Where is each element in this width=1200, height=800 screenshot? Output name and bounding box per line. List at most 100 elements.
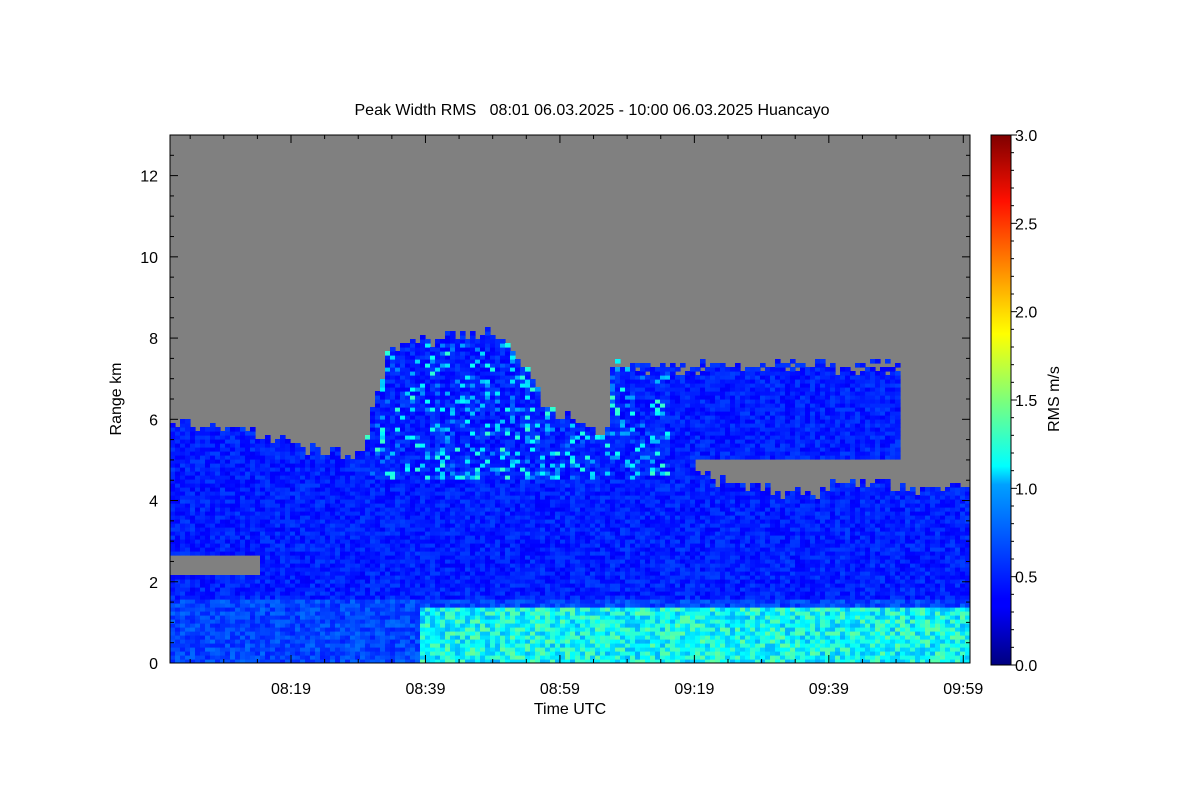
- field-cell: [185, 639, 191, 644]
- field-cell: [470, 571, 476, 576]
- field-cell: [325, 519, 331, 524]
- field-cell: [540, 515, 546, 520]
- field-cell: [315, 495, 321, 500]
- field-cell: [205, 615, 211, 620]
- field-cell: [295, 495, 301, 500]
- field-cell: [465, 419, 471, 424]
- field-cell: [465, 631, 471, 636]
- field-cell: [430, 467, 436, 472]
- field-cell: [390, 395, 396, 400]
- field-cell: [310, 599, 316, 604]
- field-cell: [255, 603, 261, 608]
- field-cell: [205, 467, 211, 472]
- field-cell: [475, 603, 481, 608]
- field-cell: [460, 619, 466, 624]
- field-cell: [445, 535, 451, 540]
- field-cell: [535, 431, 541, 436]
- field-cell: [350, 507, 356, 512]
- field-cell: [425, 435, 431, 440]
- field-cell: [445, 539, 451, 544]
- field-cell: [180, 519, 186, 524]
- field-cell: [440, 403, 446, 408]
- field-cell: [305, 535, 311, 540]
- field-cell: [510, 559, 516, 564]
- field-cell: [300, 579, 306, 584]
- field-cell: [470, 527, 476, 532]
- field-cell: [250, 511, 256, 516]
- field-cell: [460, 527, 466, 532]
- field-cell: [345, 539, 351, 544]
- field-cell: [480, 503, 486, 508]
- field-cell: [185, 487, 191, 492]
- field-cell: [460, 647, 466, 652]
- field-cell: [290, 607, 296, 612]
- field-cell: [400, 347, 406, 352]
- field-cell: [295, 503, 301, 508]
- field-cell: [245, 443, 251, 448]
- field-cell: [395, 659, 401, 663]
- field-cell: [410, 399, 416, 404]
- field-cell: [290, 567, 296, 572]
- field-cell: [190, 483, 196, 488]
- field-cell: [290, 443, 296, 448]
- field-cell: [455, 415, 461, 420]
- field-cell: [445, 587, 451, 592]
- field-cell: [370, 655, 376, 660]
- field-cell: [235, 495, 241, 500]
- field-cell: [240, 655, 246, 660]
- field-cell: [375, 567, 381, 572]
- field-cell: [435, 595, 441, 600]
- field-cell: [345, 475, 351, 480]
- field-cell: [470, 659, 476, 663]
- field-cell: [400, 627, 406, 632]
- field-cell: [365, 591, 371, 596]
- field-cell: [515, 399, 521, 404]
- field-cell: [320, 547, 326, 552]
- field-cell: [445, 571, 451, 576]
- field-cell: [210, 499, 216, 504]
- field-cell: [440, 531, 446, 536]
- field-cell: [430, 635, 436, 640]
- field-cell: [305, 659, 311, 663]
- field-cell: [390, 647, 396, 652]
- field-cell: [230, 551, 236, 556]
- field-cell: [280, 619, 286, 624]
- field-cell: [470, 583, 476, 588]
- field-cell: [500, 475, 506, 480]
- field-cell: [410, 583, 416, 588]
- field-cell: [345, 595, 351, 600]
- field-cell: [325, 491, 331, 496]
- field-cell: [385, 519, 391, 524]
- field-cell: [480, 499, 486, 504]
- field-cell: [205, 479, 211, 484]
- field-cell: [460, 487, 466, 492]
- field-cell: [435, 379, 441, 384]
- field-cell: [235, 643, 241, 648]
- field-cell: [415, 563, 421, 568]
- field-cell: [210, 487, 216, 492]
- field-cell: [470, 383, 476, 388]
- field-cell: [175, 631, 181, 636]
- field-cell: [415, 351, 421, 356]
- field-cell: [390, 539, 396, 544]
- field-cell: [220, 447, 226, 452]
- field-cell: [260, 459, 266, 464]
- field-cell: [430, 591, 436, 596]
- field-cell: [530, 395, 536, 400]
- field-cell: [375, 619, 381, 624]
- field-cell: [455, 475, 461, 480]
- field-cell: [210, 591, 216, 596]
- field-cell: [220, 611, 226, 616]
- field-cell: [540, 539, 546, 544]
- field-cell: [450, 523, 456, 528]
- field-cell: [550, 583, 556, 588]
- field-cell: [385, 375, 391, 380]
- field-cell: [295, 559, 301, 564]
- field-cell: [355, 531, 361, 536]
- field-cell: [170, 523, 176, 528]
- field-cell: [210, 551, 216, 556]
- field-cell: [400, 363, 406, 368]
- field-cell: [265, 471, 271, 476]
- field-cell: [255, 615, 261, 620]
- field-cell: [475, 343, 481, 348]
